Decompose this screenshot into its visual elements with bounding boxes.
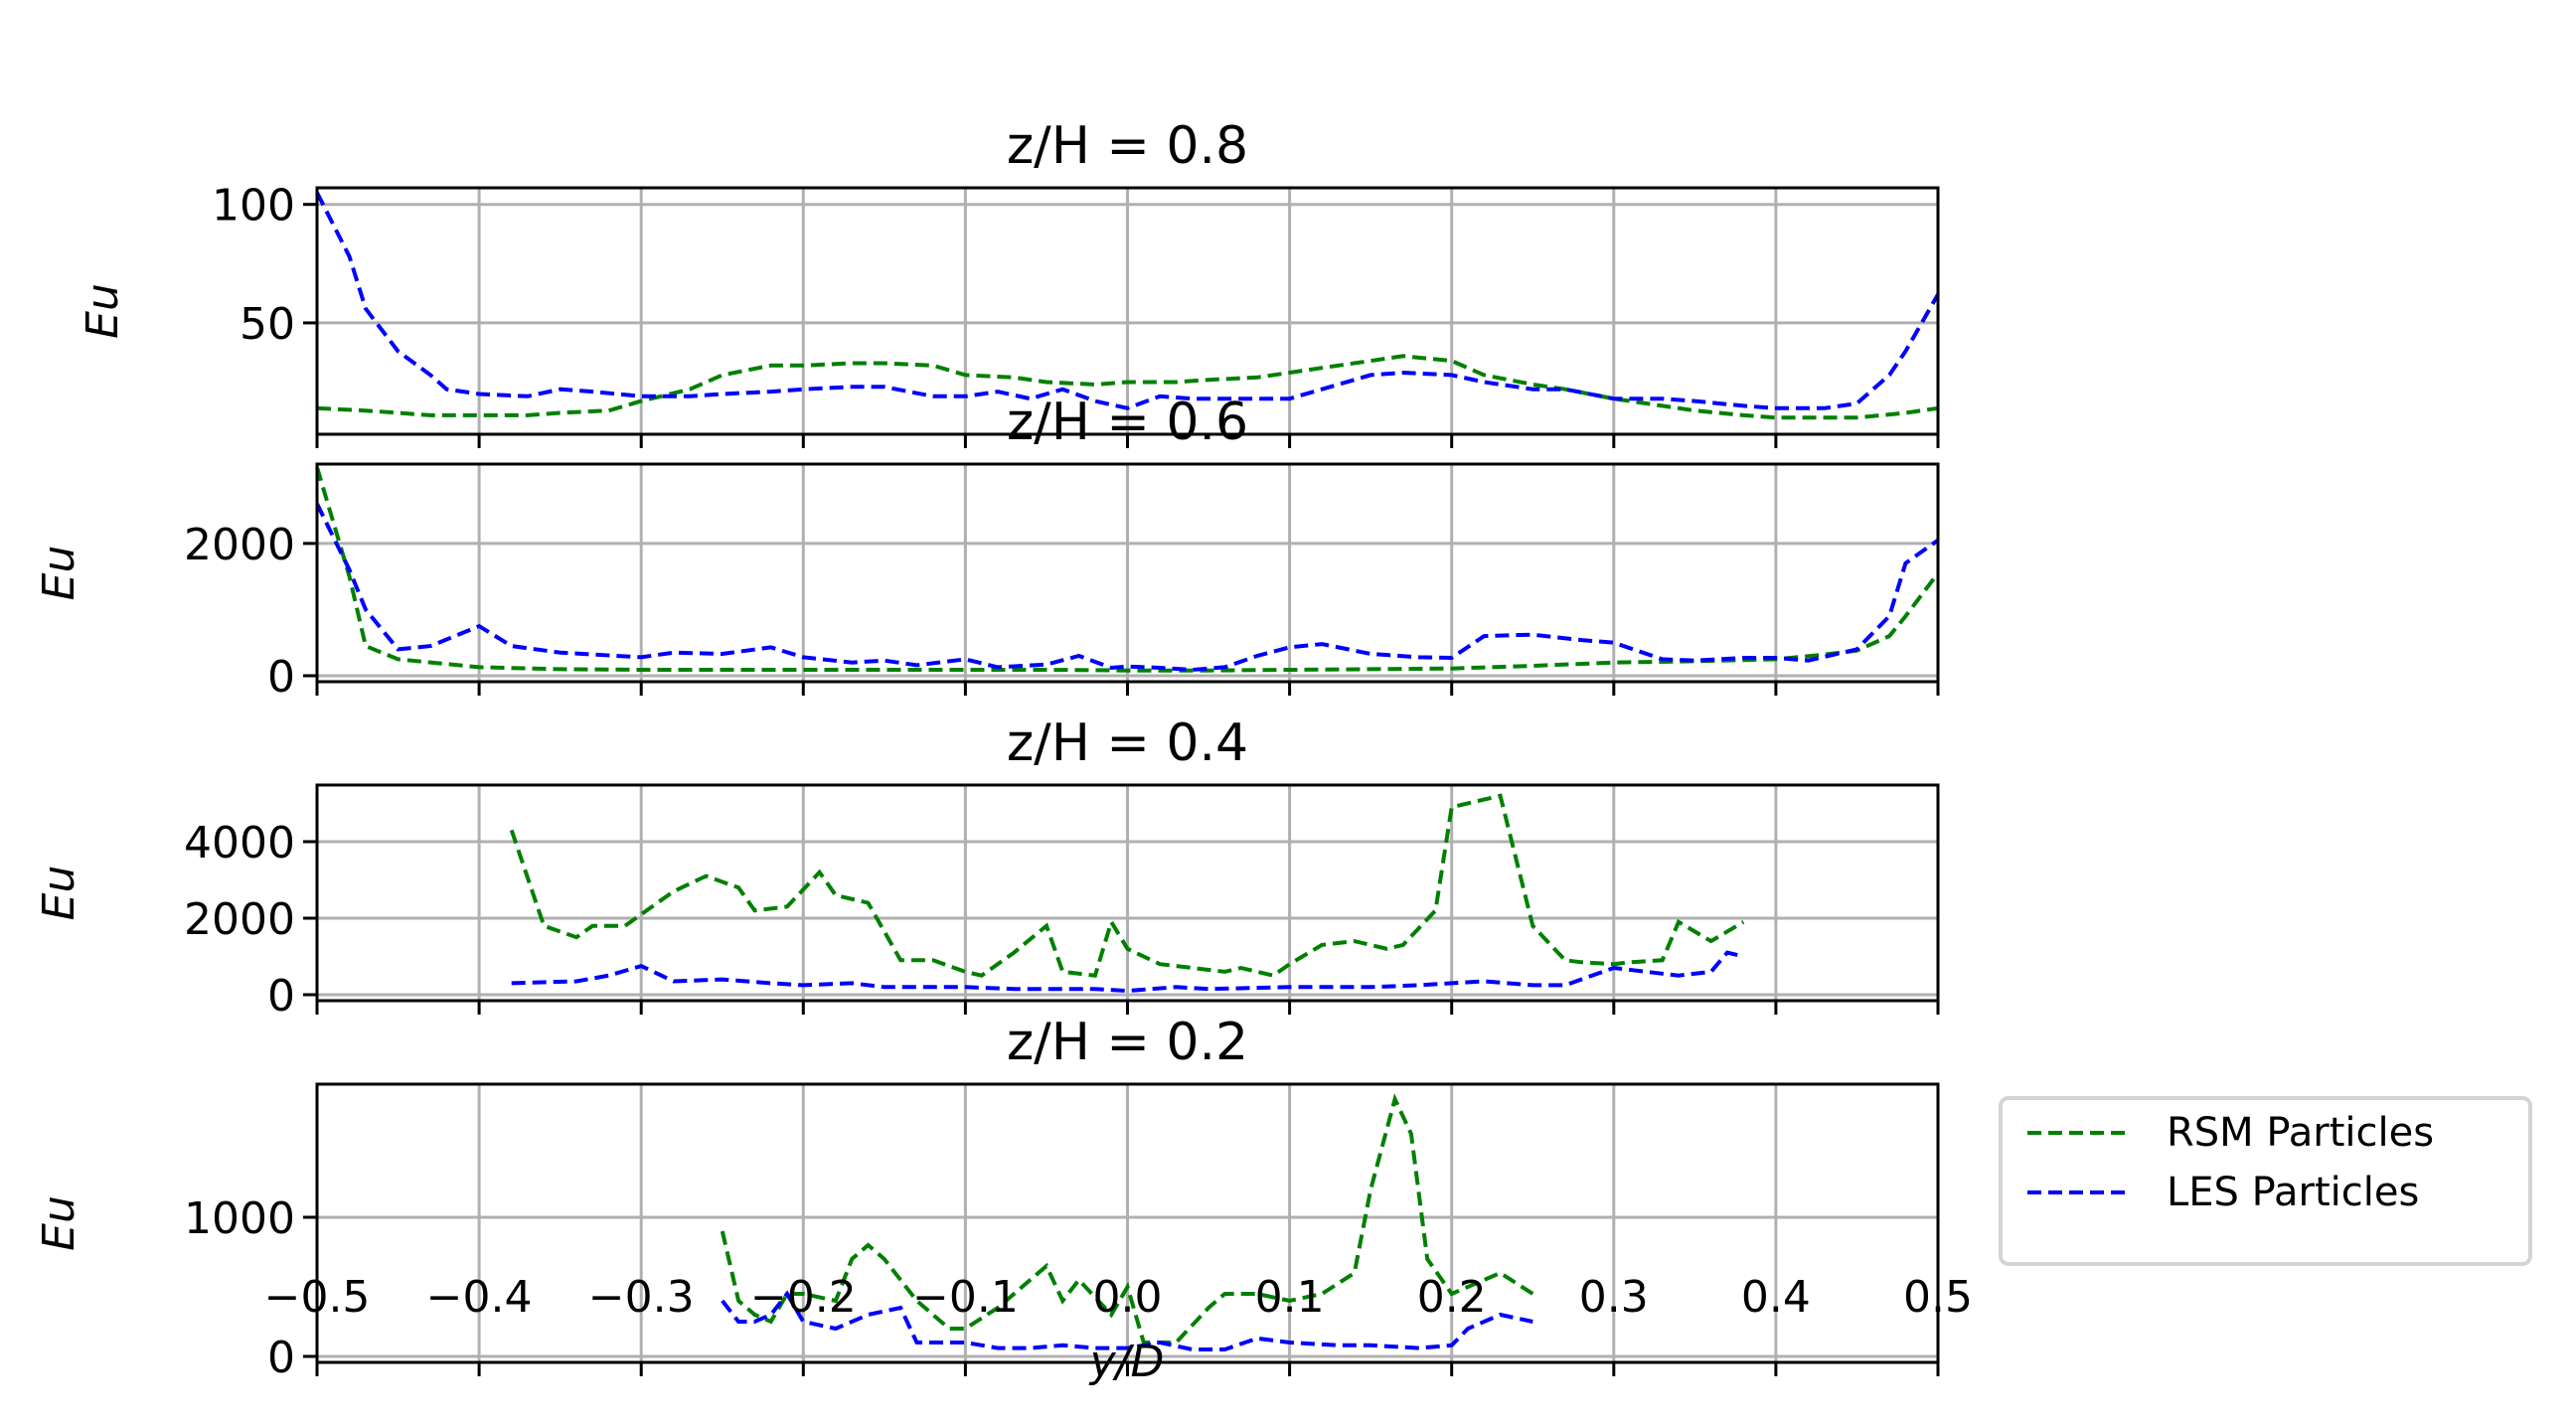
x-tick-label: 0.4 — [1741, 1272, 1811, 1323]
x-tick-label: −0.2 — [750, 1272, 857, 1323]
series-les — [315, 503, 1940, 673]
y-axis-label: Eu — [34, 1195, 84, 1251]
series-les — [315, 191, 1940, 410]
panel-4: 0 1000 z/H = 0.2 Eu — [34, 1013, 1940, 1383]
series-rsm — [316, 354, 1939, 420]
x-tick-label: 0.0 — [1093, 1272, 1163, 1323]
y-tick-label: 50 — [240, 299, 295, 350]
series-rsm — [509, 793, 1745, 978]
x-tick-label: −0.5 — [264, 1272, 371, 1323]
y-tick-label: 2000 — [184, 520, 295, 570]
y-axis-label: Eu — [34, 866, 84, 921]
legend-rsm-label: RSM Particles — [2167, 1110, 2434, 1156]
x-axis-label: y/D — [1088, 1337, 1165, 1387]
legend: RSM Particles LES Particles — [1999, 1096, 2532, 1266]
y-tick-label: 0 — [267, 652, 295, 703]
y-tick-label: 4000 — [184, 818, 295, 869]
x-tick-label: −0.1 — [912, 1272, 1019, 1323]
x-tick-label: 0.1 — [1255, 1272, 1325, 1323]
x-tick-label: 0.2 — [1417, 1272, 1487, 1323]
x-tick-label: 0.5 — [1903, 1272, 1973, 1323]
panel-title: z/H = 0.4 — [1007, 713, 1248, 773]
x-tick-label: −0.4 — [426, 1272, 533, 1323]
series-les — [511, 950, 1744, 994]
series-rsm — [315, 466, 1940, 673]
panel-title: z/H = 0.2 — [1007, 1013, 1248, 1072]
x-tick-label: 0.3 — [1579, 1272, 1649, 1323]
x-axis-labels: −0.5 −0.4 −0.3 −0.2 −0.1 0.0 0.1 0.2 0.3 0.4 0.5 — [264, 1272, 1973, 1323]
axes-frame — [315, 462, 1940, 684]
y-tick-label: 2000 — [184, 894, 295, 945]
series-les — [721, 1290, 1533, 1351]
y-tick-label: 1000 — [184, 1193, 295, 1244]
panels-group: 50 100 z/H = 0.8 Eu 0 2000 z/H = 0.6 Eu 0 2000 400… — [34, 116, 1940, 1383]
axes-frame — [315, 1082, 1940, 1364]
y-tick-label: 0 — [267, 971, 295, 1022]
axes-frame — [315, 783, 1940, 1003]
legend-les-label: LES Particles — [2167, 1170, 2419, 1215]
panel-2: 0 2000 z/H = 0.6 Eu — [34, 393, 1940, 703]
y-axis-label: Eu — [34, 546, 84, 601]
y-axis-label: Eu — [78, 283, 128, 339]
panel-3: 0 2000 4000 z/H = 0.4 Eu — [34, 713, 1940, 1022]
y-tick-label: 100 — [212, 181, 295, 232]
x-tick-label: −0.3 — [588, 1272, 695, 1323]
y-tick-label: 0 — [267, 1333, 295, 1383]
axes-frame — [315, 186, 1940, 436]
panel-title: z/H = 0.8 — [1007, 116, 1248, 176]
panel-1: 50 100 z/H = 0.8 Eu — [78, 116, 1940, 448]
panel-title: z/H = 0.6 — [1007, 393, 1248, 452]
